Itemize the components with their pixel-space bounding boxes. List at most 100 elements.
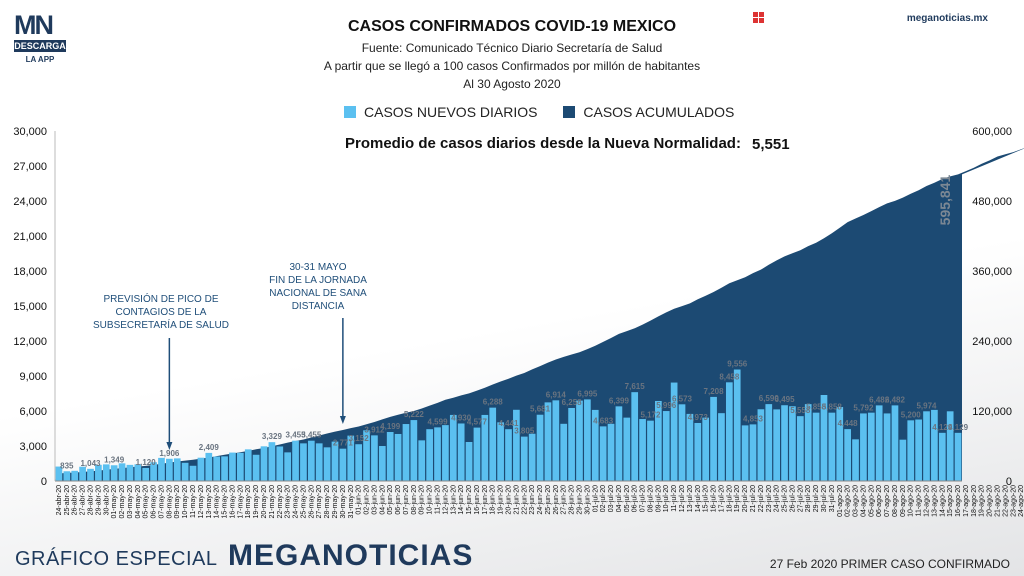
bar-daily <box>773 409 780 481</box>
bar-daily <box>118 463 126 481</box>
data-label-daily: 3,329 <box>262 432 283 441</box>
x-tick-label: 17-may-20 <box>237 485 244 519</box>
data-label-daily: 5,558 <box>790 406 811 415</box>
bar-daily <box>323 447 331 481</box>
data-label-daily: 2,771 <box>333 439 354 448</box>
x-tick-label: 07-ago-20 <box>884 485 891 517</box>
data-label-daily: 6,573 <box>672 394 693 403</box>
bar-daily <box>347 435 355 481</box>
x-tick-label: 24-may-20 <box>293 485 300 519</box>
data-label-daily: 7,615 <box>625 382 646 391</box>
x-tick-label: 27-jun-20 <box>561 485 568 515</box>
x-tick-label: 30-jul-20 <box>821 485 828 512</box>
average-value: 5,551 <box>752 136 790 153</box>
data-label-daily: 3,455 <box>286 431 307 440</box>
x-tick-label: 11-jun-20 <box>435 485 442 514</box>
data-label-daily: 5,858 <box>822 403 843 412</box>
x-tick-label: 20-may-20 <box>261 485 268 519</box>
y-tick-label: 18,000 <box>13 266 47 278</box>
bar-daily <box>702 417 710 481</box>
x-tick-label: 21-ago-20 <box>994 485 1001 517</box>
bar-daily <box>418 440 426 481</box>
x-tick-label: 18-jun-20 <box>490 485 497 515</box>
x-tick-label: 02-jun-20 <box>364 485 371 515</box>
x-tick-label: 01-jul-20 <box>592 485 599 512</box>
x-tick-label: 15-ago-20 <box>947 485 954 517</box>
bar-daily <box>505 429 512 481</box>
x-tick-label: 07-jun-20 <box>403 485 410 515</box>
x-tick-label: 14-jul-20 <box>695 485 702 512</box>
x-tick-label: 27-may-20 <box>316 485 323 519</box>
data-label-daily: 4,199 <box>380 422 401 431</box>
x-tick-label: 23-jul-20 <box>766 485 773 512</box>
chart-subtitle-source: Fuente: Comunicado Técnico Diario Secret… <box>361 41 663 55</box>
footer-special-label: GRÁFICO ESPECIAL <box>15 548 218 570</box>
bar-daily <box>678 404 686 481</box>
bar-daily <box>55 466 63 481</box>
x-tick-label: 09-ago-20 <box>900 485 907 517</box>
bar-daily <box>307 440 315 481</box>
annotation-jornada-text: FIN DE LA JORNADA <box>269 275 367 286</box>
x-tick-label: 26-abr-20 <box>72 485 79 515</box>
bar-daily <box>686 413 694 481</box>
x-tick-label: 14-jun-20 <box>458 485 465 515</box>
x-tick-label: 04-jun-20 <box>379 485 386 515</box>
bar-daily <box>757 409 765 481</box>
x-tick-label: 18-may-20 <box>245 485 252 519</box>
x-tick-label: 20-jul-20 <box>742 485 749 512</box>
data-label-daily: 6,482 <box>885 395 906 404</box>
site-url[interactable]: meganoticias.mx <box>906 13 988 24</box>
bar-daily <box>394 433 402 481</box>
bar-daily <box>599 426 607 481</box>
bar-daily <box>489 407 497 481</box>
bar-daily <box>607 423 615 481</box>
bar-daily <box>102 464 110 482</box>
x-tick-label: 05-jun-20 <box>387 485 394 515</box>
x-tick-label: 03-ago-20 <box>853 485 860 517</box>
bar-daily <box>655 400 662 481</box>
bar-daily <box>536 414 544 481</box>
bar-daily <box>875 405 883 481</box>
data-label-daily: 5,974 <box>916 401 937 410</box>
x-tick-label: 25-jun-20 <box>545 485 552 515</box>
x-tick-label: 15-may-20 <box>222 485 229 519</box>
x-tick-label: 02-may-20 <box>119 485 126 519</box>
bar-daily <box>268 442 276 481</box>
data-label-daily: 6,288 <box>483 398 504 407</box>
total-cumulative-label: 595,841 <box>937 174 953 225</box>
x-tick-label: 07-jul-20 <box>640 485 647 512</box>
meganoticias-app-logo[interactable]: MN DESCARGA LA APP <box>14 12 66 64</box>
bar-daily <box>473 427 481 481</box>
bar-daily <box>457 423 465 481</box>
legend-swatch-cumulative <box>563 106 576 118</box>
bar-daily <box>718 413 725 481</box>
bar-daily <box>205 452 213 481</box>
x-tick-label: 28-jul-20 <box>805 485 812 512</box>
bar-daily <box>481 414 489 481</box>
x-tick-label: 15-jun-20 <box>466 485 473 515</box>
bar-daily <box>615 406 623 481</box>
y2-tick-label: 120,000 <box>972 406 1012 418</box>
x-tick-label: 20-ago-20 <box>987 485 994 517</box>
bar-daily <box>244 449 252 481</box>
x-tick-label: 06-jun-20 <box>395 485 402 515</box>
data-label-daily: 6,482 <box>869 395 890 404</box>
bar-daily <box>544 402 552 481</box>
average-label: Promedio de casos diarios desde la Nueva… <box>345 135 741 152</box>
x-tick-label: 16-ago-20 <box>955 485 962 517</box>
bar-daily <box>166 458 173 481</box>
x-tick-label: 20-jun-20 <box>506 485 513 515</box>
footer-first-case-note: 27 Feb 2020 PRIMER CASO CONFIRMADO <box>769 557 1010 571</box>
bar-daily <box>79 466 86 481</box>
y-tick-label: 0 <box>41 476 47 488</box>
x-tick-label: 04-may-20 <box>135 485 142 519</box>
x-tick-label: 09-jul-20 <box>655 485 662 512</box>
bar-daily <box>189 465 197 481</box>
data-label-daily: 5,996 <box>656 401 677 410</box>
legend-item-cumulative: CASOS ACUMULADOS <box>563 104 734 120</box>
bar-daily <box>363 430 370 481</box>
logo-mn-mark: MN <box>14 10 54 40</box>
annotation-jornada-text: DISTANCIA <box>292 301 345 312</box>
data-label-daily: 4,853 <box>743 414 764 423</box>
x-tick-label: 10-may-20 <box>182 485 189 519</box>
